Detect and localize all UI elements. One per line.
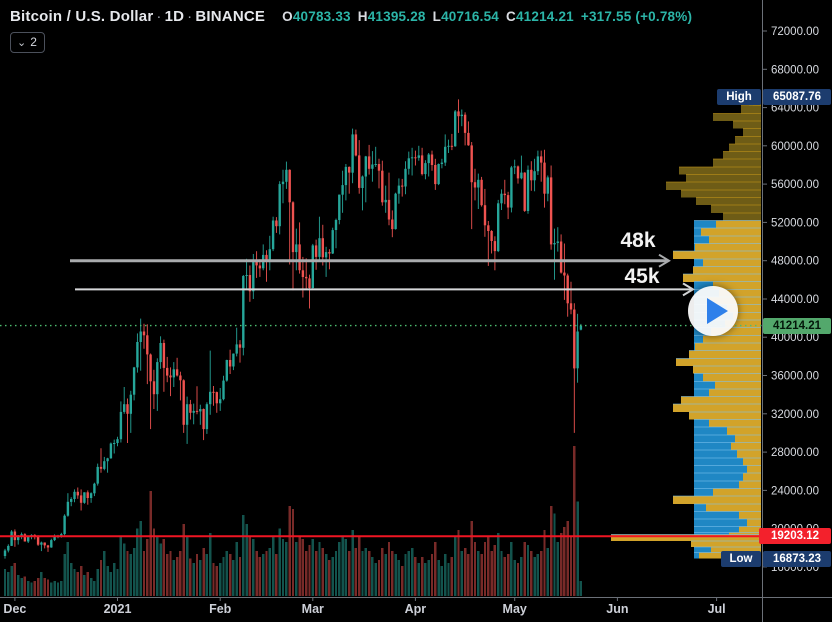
volume-profile [611, 97, 761, 559]
time-axis: Dec 2021 Feb Mar Apr May Jun Jul [3, 597, 726, 616]
support-price-badge: 19203.12 [759, 528, 831, 544]
low-label: L [432, 9, 442, 24]
indicators-collapsed-badge[interactable]: ⌄ 2 [10, 32, 45, 53]
svg-text:72000.00: 72000.00 [771, 26, 819, 38]
chevron-down-icon: ⌄ [17, 37, 27, 49]
resistance-arrow [70, 253, 671, 268]
svg-text:May: May [503, 602, 527, 616]
volume-layer [3, 446, 583, 596]
low-value: 40716.54 [441, 9, 499, 24]
svg-text:Jul: Jul [708, 602, 726, 616]
symbol-title[interactable]: Bitcoin / U.S. Dollar [10, 8, 154, 25]
svg-text:40000.00: 40000.00 [771, 332, 819, 344]
svg-text:52000.00: 52000.00 [771, 217, 819, 229]
svg-text:2021: 2021 [104, 602, 132, 616]
resistance-arrow [75, 282, 695, 297]
svg-text:48000.00: 48000.00 [771, 256, 819, 268]
open-value: 40783.33 [292, 9, 351, 24]
svg-text:44000.00: 44000.00 [771, 294, 819, 306]
high-value: 41395.28 [367, 9, 426, 24]
ohlc-readout: O40783.33 H41395.28 L40716.54 C41214.21 +317… [275, 9, 692, 24]
exchange-label: BINANCE [195, 8, 266, 25]
close-label: C [506, 9, 516, 24]
interval-label[interactable]: 1D [164, 8, 185, 25]
indicator-count: 2 [30, 35, 37, 49]
close-value: 41214.21 [515, 9, 574, 24]
play-button[interactable] [688, 286, 738, 336]
svg-text:32000.00: 32000.00 [771, 409, 819, 421]
svg-text:Feb: Feb [209, 602, 232, 616]
svg-text:Mar: Mar [302, 602, 324, 616]
open-label: O [282, 9, 293, 24]
price-axis: 72000.00 68000.00 64000.00 60000.00 56000.00… [762, 26, 819, 574]
chart-header: Bitcoin / U.S. Dollar · 1D · BINANCE O40783.3… [10, 8, 692, 25]
svg-text:60000.00: 60000.00 [771, 141, 819, 153]
svg-text:64000.00: 64000.00 [771, 103, 819, 115]
svg-text:28000.00: 28000.00 [771, 447, 819, 459]
svg-text:56000.00: 56000.00 [771, 179, 819, 191]
candles-layer [3, 99, 583, 559]
header-separator: · [187, 8, 193, 25]
svg-text:Dec: Dec [3, 602, 26, 616]
annotation-label-48k[interactable]: 48k [620, 229, 656, 252]
annotation-label-45k[interactable]: 45k [624, 265, 660, 288]
svg-text:24000.00: 24000.00 [771, 485, 819, 497]
current-price-badge: 41214.21 [763, 318, 831, 334]
high-badge-value: 65087.76 [763, 89, 831, 105]
svg-text:Jun: Jun [606, 602, 628, 616]
high-label: H [357, 9, 368, 24]
low-badge-value: 16873.23 [763, 551, 831, 567]
svg-text:Apr: Apr [405, 602, 427, 616]
change-value: +317.55 (+0.78%) [580, 9, 693, 24]
play-icon [707, 298, 728, 324]
high-badge-label: High [717, 89, 761, 105]
low-badge-label: Low [721, 551, 761, 567]
svg-text:68000.00: 68000.00 [771, 64, 819, 76]
header-separator: · [156, 8, 162, 25]
svg-text:36000.00: 36000.00 [771, 371, 819, 383]
